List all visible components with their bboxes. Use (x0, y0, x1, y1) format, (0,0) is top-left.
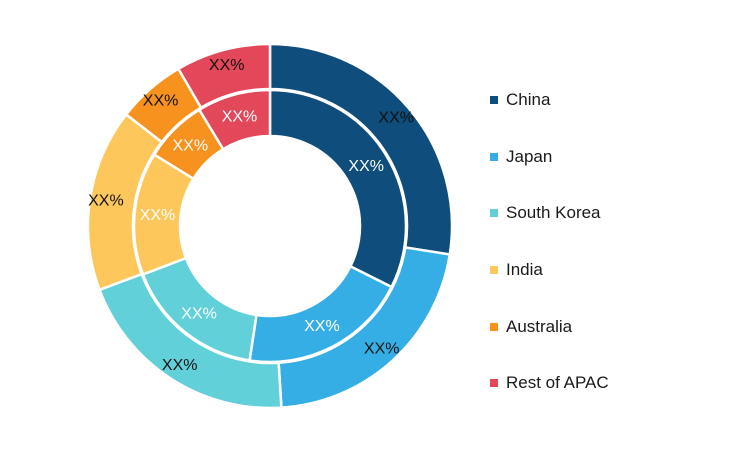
outer-label-rest-of-apac: XX% (209, 57, 245, 74)
inner-label-china: XX% (348, 158, 384, 175)
legend-swatch (490, 379, 498, 388)
legend-swatch (490, 96, 498, 105)
inner-ring (132, 88, 408, 364)
outer-ring (86, 42, 454, 410)
legend-swatch (490, 266, 498, 275)
legend-swatch (490, 322, 498, 331)
outer-label-south-korea: XX% (162, 357, 198, 374)
legend-item-rest-of-apac: Rest of APAC (490, 355, 609, 412)
legend-item-japan: Japan (490, 129, 609, 186)
inner-slice-rest-of-apac (198, 88, 272, 151)
inner-label-japan: XX% (304, 318, 340, 335)
outer-label-japan: XX% (364, 340, 400, 357)
legend-label: India (506, 260, 543, 280)
inner-label-south-korea: XX% (181, 306, 217, 323)
legend-swatch (490, 209, 498, 218)
legend-item-india: India (490, 242, 609, 299)
chart-legend: China Japan South Korea India Australia Rest … (490, 72, 609, 412)
legend-label: China (506, 90, 551, 110)
legend-label: Australia (506, 316, 573, 336)
legend-item-china: China (490, 72, 609, 129)
outer-label-china: XX% (378, 110, 414, 127)
legend-label: Japan (506, 146, 553, 166)
inner-slice-china (268, 88, 408, 289)
inner-label-rest-of-apac: XX% (222, 109, 258, 126)
outer-label-india: XX% (88, 193, 124, 210)
inner-label-india: XX% (140, 207, 176, 224)
outer-label-australia: XX% (143, 93, 179, 110)
inner-label-australia: XX% (173, 137, 209, 154)
legend-label: Rest of APAC (506, 373, 609, 393)
legend-swatch (490, 152, 498, 161)
legend-item-south-korea: South Korea (490, 185, 609, 242)
legend-item-australia: Australia (490, 298, 609, 355)
legend-label: South Korea (506, 203, 601, 223)
